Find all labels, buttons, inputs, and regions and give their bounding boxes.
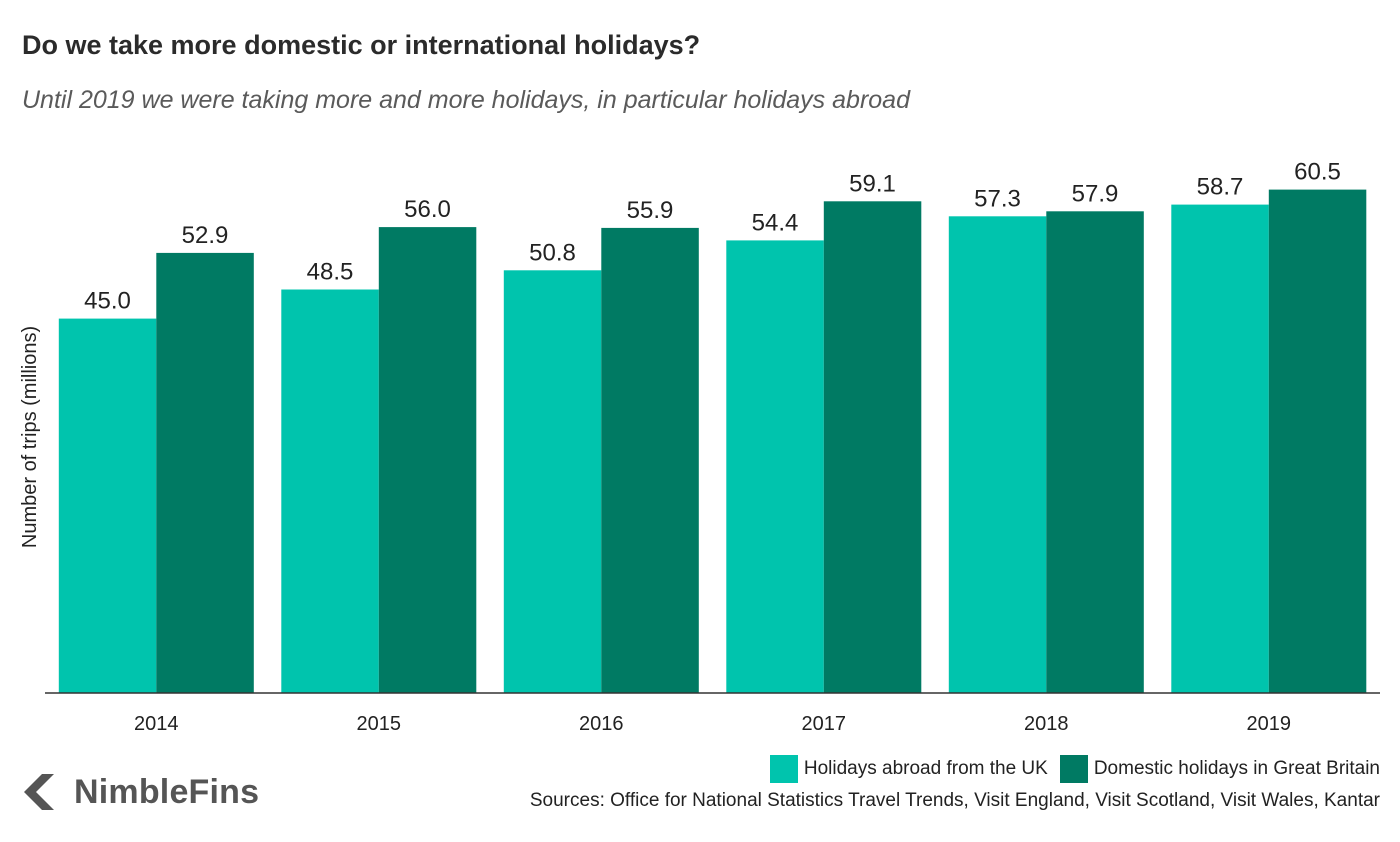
bar-abroad-2014 — [58, 318, 157, 693]
bar-abroad-2017 — [726, 240, 824, 693]
x-tick-label-2017: 2017 — [802, 713, 847, 735]
data-label-domestic-2015: 56.0 — [404, 196, 451, 223]
data-label-domestic-2019: 60.5 — [1294, 159, 1341, 186]
data-label-abroad-2014: 45.0 — [84, 288, 131, 315]
data-label-abroad-2017: 54.4 — [752, 209, 799, 236]
legend-swatch-abroad — [769, 755, 798, 783]
bar-abroad-2016 — [503, 270, 602, 693]
chart-title: Do we take more domestic or internationa… — [22, 30, 701, 60]
bar-domestic-2018 — [1046, 211, 1144, 694]
bar-domestic-2017 — [823, 201, 922, 694]
logo-text: NimbleFins — [74, 772, 260, 811]
sources-note: Sources: Office for National Statistics … — [529, 790, 1380, 811]
data-label-abroad-2016: 50.8 — [529, 239, 576, 266]
bar-abroad-2018 — [948, 216, 1047, 694]
y-axis-label: Number of trips (millions) — [19, 326, 41, 548]
legend-label-abroad: Holidays abroad from the UK — [803, 758, 1048, 779]
data-label-domestic-2017: 59.1 — [849, 170, 896, 197]
chart-subtitle: Until 2019 we were taking more and more … — [22, 86, 910, 114]
logo-chevron-icon — [24, 774, 54, 810]
bar-abroad-2019 — [1171, 204, 1269, 693]
nimblefins-logo: NimbleFins — [20, 772, 259, 812]
legend-item-abroad: Holidays abroad from the UK — [769, 755, 1048, 783]
x-tick-label-2016: 2016 — [579, 713, 624, 735]
data-label-abroad-2015: 48.5 — [307, 259, 354, 286]
bar-domestic-2016 — [601, 227, 699, 693]
bars-layer — [58, 189, 1367, 694]
chart-legend: Holidays abroad from the UK Domestic hol… — [758, 755, 1380, 783]
data-label-domestic-2014: 52.9 — [182, 222, 229, 249]
data-label-abroad-2019: 58.7 — [1197, 174, 1244, 201]
x-tick-label-2019: 2019 — [1247, 713, 1292, 735]
data-label-domestic-2018: 57.9 — [1072, 180, 1119, 207]
bar-abroad-2015 — [281, 289, 379, 693]
data-labels-layer: 45.0 52.9 48.5 56.0 50.8 55.9 54.4 59.1 57.3 57.9… — [84, 159, 1341, 315]
bar-domestic-2015 — [378, 227, 477, 693]
x-tick-label-2014: 2014 — [134, 713, 179, 735]
bar-domestic-2019 — [1268, 189, 1367, 693]
legend-label-domestic: Domestic holidays in Great Britain — [1093, 758, 1380, 779]
legend-item-domestic: Domestic holidays in Great Britain — [1059, 755, 1380, 783]
data-label-domestic-2016: 55.9 — [627, 197, 674, 224]
bar-domestic-2014 — [156, 252, 254, 693]
x-tick-label-2018: 2018 — [1024, 713, 1069, 735]
legend-swatch-domestic — [1059, 755, 1088, 783]
x-tick-label-2015: 2015 — [357, 713, 402, 735]
data-label-abroad-2018: 57.3 — [974, 185, 1021, 212]
x-tick-labels-layer: 2014 2015 2016 2017 2018 2019 — [134, 713, 1291, 735]
